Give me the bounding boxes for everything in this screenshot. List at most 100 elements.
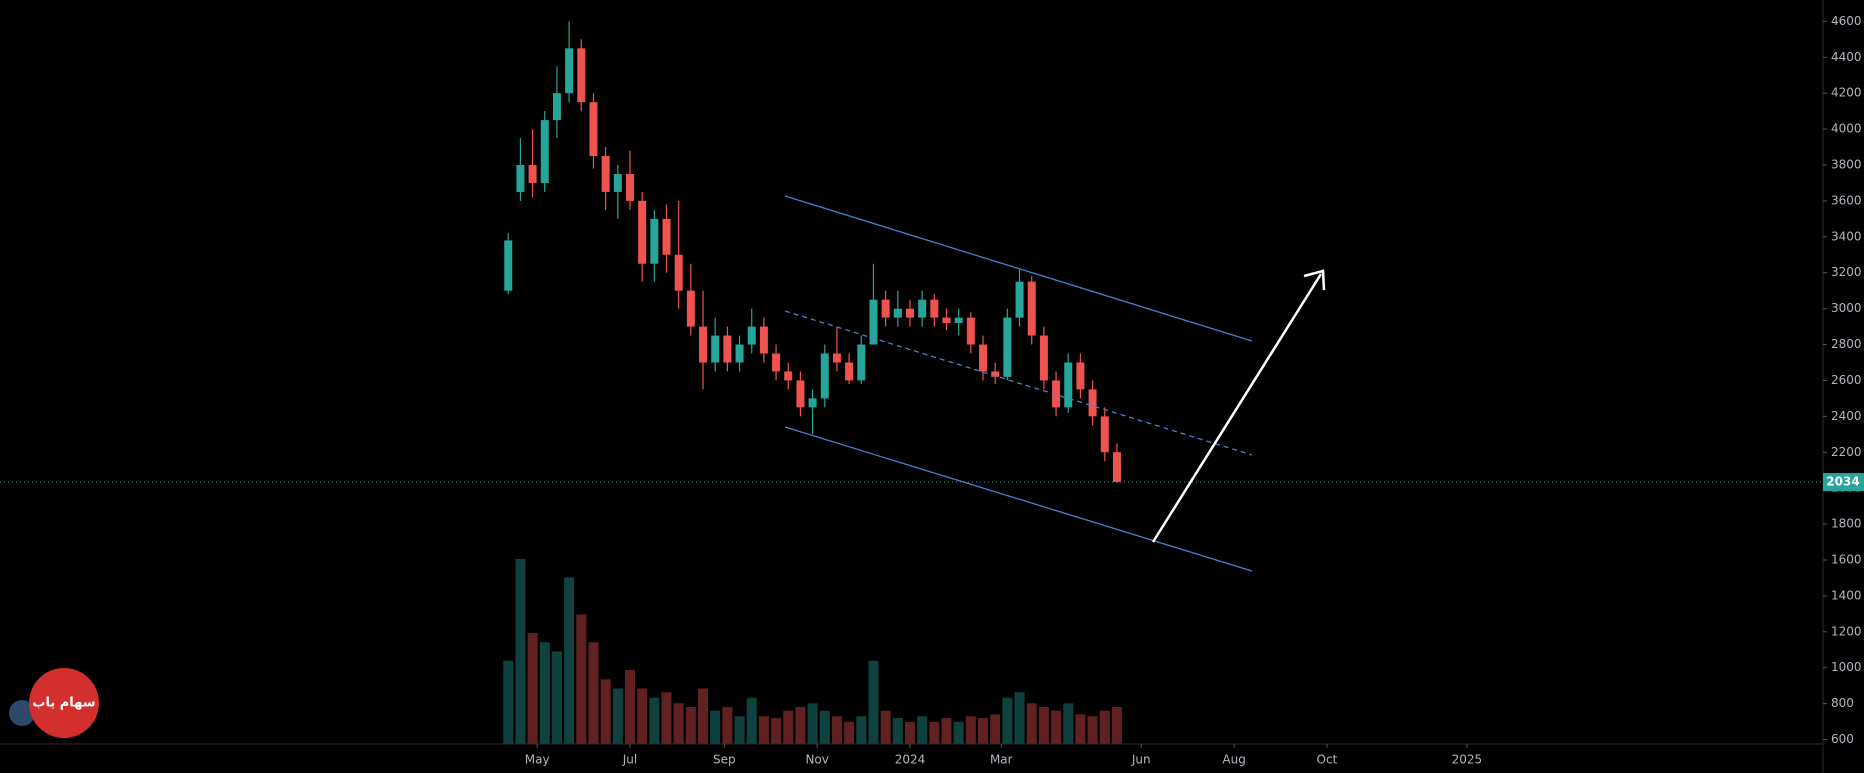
candle-body	[1064, 362, 1073, 408]
candle-body	[881, 299, 890, 318]
volume-bar	[551, 651, 562, 744]
candle-body	[966, 317, 975, 345]
candle-body	[625, 173, 634, 201]
volume-bar	[673, 703, 684, 744]
candle-body	[699, 326, 708, 363]
volume-bar	[661, 692, 672, 744]
y-tick-label: 600	[1831, 732, 1854, 746]
y-tick-label: 4600	[1831, 14, 1862, 28]
volume-bar	[819, 710, 830, 744]
candle-body	[1015, 281, 1024, 318]
volume-bar	[576, 614, 587, 744]
candle-body	[565, 48, 574, 94]
candle-body	[772, 353, 781, 372]
candle-body	[1027, 281, 1036, 336]
volume-bar	[1063, 703, 1074, 744]
volume-bar	[624, 670, 635, 744]
candle-body	[954, 317, 963, 323]
volume-bar	[868, 660, 879, 744]
volume-bar	[564, 577, 575, 744]
candle-body	[552, 93, 561, 121]
candle-body	[918, 299, 927, 318]
volume-bar	[1002, 697, 1013, 744]
candle-body	[577, 48, 586, 103]
x-tick-label: Nov	[805, 753, 828, 767]
y-tick-label: 2600	[1831, 373, 1862, 387]
candle-body	[1003, 317, 1012, 377]
volume-bar	[917, 716, 928, 744]
x-tick-label: Aug	[1222, 753, 1245, 767]
candle-body	[759, 326, 768, 354]
volume-bar	[904, 721, 915, 744]
y-tick-label: 3000	[1831, 301, 1862, 315]
x-tick-label: Mar	[990, 753, 1013, 767]
y-tick-label: 1400	[1831, 588, 1862, 602]
volume-bar	[515, 559, 526, 744]
candle-body	[504, 240, 513, 291]
candle-body	[723, 335, 732, 363]
volume-bar	[600, 679, 611, 744]
y-tick-label: 1800	[1831, 517, 1862, 531]
volume-bar	[527, 633, 538, 744]
volume-bar	[771, 718, 782, 744]
volume-bar	[1111, 707, 1122, 744]
volume-bar	[783, 710, 794, 744]
volume-bar	[929, 721, 940, 744]
candle-body	[516, 164, 525, 192]
volume-bar	[807, 703, 818, 744]
arrow-head	[1303, 269, 1326, 291]
plot-area	[503, 21, 1122, 744]
candle-body	[528, 164, 537, 183]
y-tick-label: 3600	[1831, 193, 1862, 207]
y-tick-label: 2400	[1831, 409, 1862, 423]
candle-body	[808, 398, 817, 408]
candle-body	[1076, 362, 1085, 390]
volume-bar	[953, 721, 964, 744]
candle-body	[857, 344, 866, 381]
volume-bar	[941, 718, 952, 744]
candle-body	[735, 344, 744, 363]
volume-bar	[722, 707, 733, 744]
volume-bar	[856, 716, 867, 744]
last-price-box	[1823, 473, 1864, 492]
candle-body	[832, 353, 841, 363]
volume-bar	[990, 714, 1001, 744]
candle-body	[905, 308, 914, 318]
candle-body	[1088, 389, 1097, 417]
y-tick-label: 4200	[1831, 86, 1862, 100]
volume-bar	[612, 688, 623, 744]
volume-bar	[1087, 716, 1098, 744]
volume-bar	[1099, 710, 1110, 744]
volume-bar	[746, 697, 757, 744]
candle-body	[613, 173, 622, 192]
candle-body	[893, 308, 902, 318]
candle-body	[650, 218, 659, 264]
channel-mid	[784, 310, 1253, 456]
x-tick-label: Oct	[1317, 753, 1338, 767]
target-arrow	[1151, 273, 1323, 543]
candle-body	[796, 380, 805, 408]
candle-body	[674, 254, 683, 291]
candle-body	[845, 362, 854, 381]
y-tick-label: 4000	[1831, 122, 1862, 136]
volume-bar	[734, 716, 745, 744]
y-tick-label: 1000	[1831, 660, 1862, 674]
candle-body	[686, 290, 695, 327]
volume-bar	[758, 716, 769, 744]
volume-bar	[637, 688, 648, 744]
volume-bar	[892, 718, 903, 744]
candle-body	[540, 120, 549, 183]
y-tick-label: 2800	[1831, 337, 1862, 351]
y-tick-label: 4400	[1831, 50, 1862, 64]
candle-body	[1100, 416, 1109, 453]
volume-bar	[649, 697, 660, 744]
x-tick-label: Jun	[1131, 753, 1151, 767]
channel-lower	[784, 426, 1253, 572]
x-tick-label: 2025	[1452, 753, 1483, 767]
x-tick-label: Sep	[713, 753, 736, 767]
volume-bar	[685, 707, 696, 744]
x-tick-label: 2024	[895, 753, 926, 767]
volume-bar	[831, 716, 842, 744]
